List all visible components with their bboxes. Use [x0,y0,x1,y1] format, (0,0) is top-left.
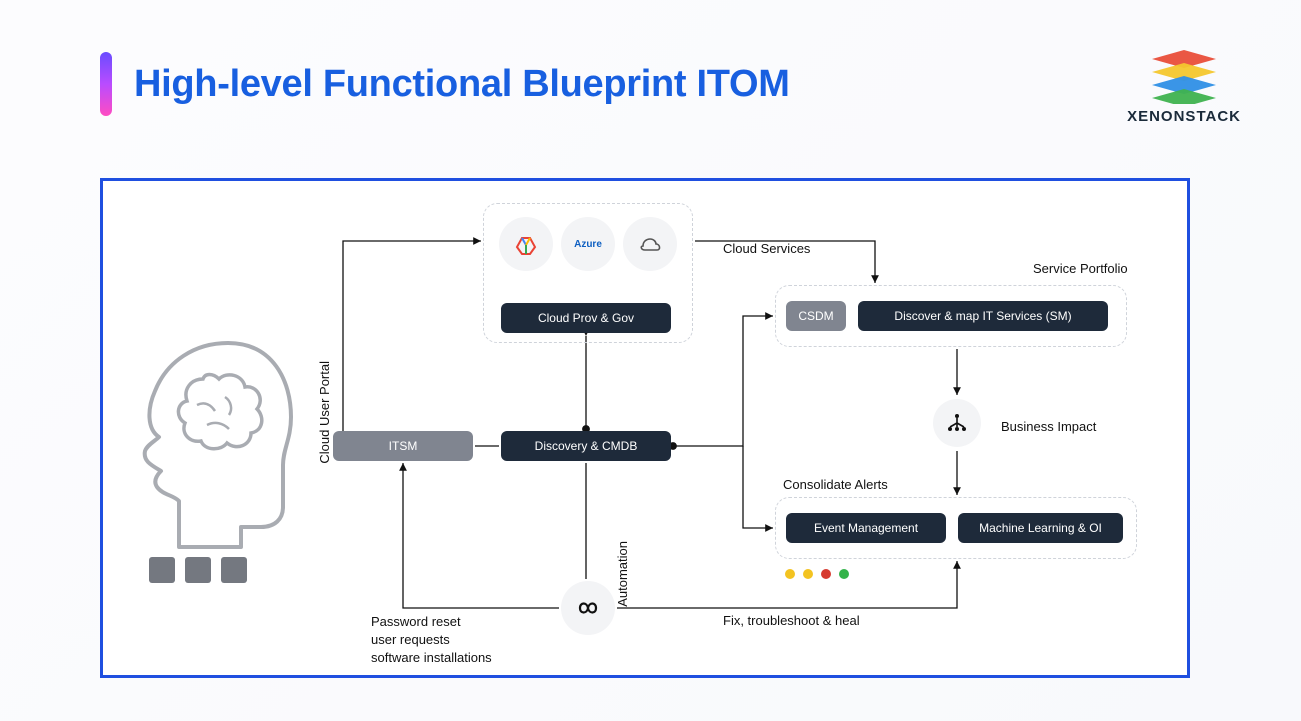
business-impact-icon [933,399,981,447]
indicator-square [185,557,211,583]
node-discovery: Discovery & CMDB [501,431,671,461]
label-password-reset-2: user requests [371,631,450,649]
node-cloud-prov: Cloud Prov & Gov [501,303,671,333]
aws-icon [623,217,677,271]
node-itsm: ITSM [333,431,473,461]
status-dot [821,569,831,579]
head-indicator-squares [149,557,247,583]
indicator-square [221,557,247,583]
label-consolidate-alerts: Consolidate Alerts [783,477,888,492]
title-accent [100,52,112,116]
azure-icon: Azure [561,217,615,271]
status-dot [785,569,795,579]
stack-icon [1144,42,1224,104]
page-title: High-level Functional Blueprint ITOM [134,63,790,106]
label-password-reset-1: Password reset [371,613,461,631]
label-password-reset-3: software installations [371,649,492,667]
label-cloud-services: Cloud Services [723,241,810,256]
gcp-icon [499,217,553,271]
diagram-frame: Azure Cloud Prov & Gov ITSM Discovery & … [100,178,1190,678]
node-csdm: CSDM [786,301,846,331]
status-dot [803,569,813,579]
status-dot [839,569,849,579]
label-automation: Automation [615,541,630,607]
brand-name: XENONSTACK [1127,108,1241,125]
node-discover-map: Discover & map IT Services (SM) [858,301,1108,331]
label-business-impact: Business Impact [1001,419,1096,434]
node-ml-oi: Machine Learning & OI [958,513,1123,543]
human-brain-icon [133,331,303,551]
title-bar: High-level Functional Blueprint ITOM [100,52,790,116]
status-dots [785,569,849,579]
node-event-mgmt: Event Management [786,513,946,543]
label-cloud-user-portal: Cloud User Portal [317,361,332,464]
indicator-square [149,557,175,583]
label-fix-heal: Fix, troubleshoot & heal [723,613,860,628]
automation-infinity-icon [561,581,615,635]
azure-icon-label: Azure [574,239,602,250]
brand-logo: XENONSTACK [1127,42,1241,125]
label-service-portfolio: Service Portfolio [1033,261,1128,276]
